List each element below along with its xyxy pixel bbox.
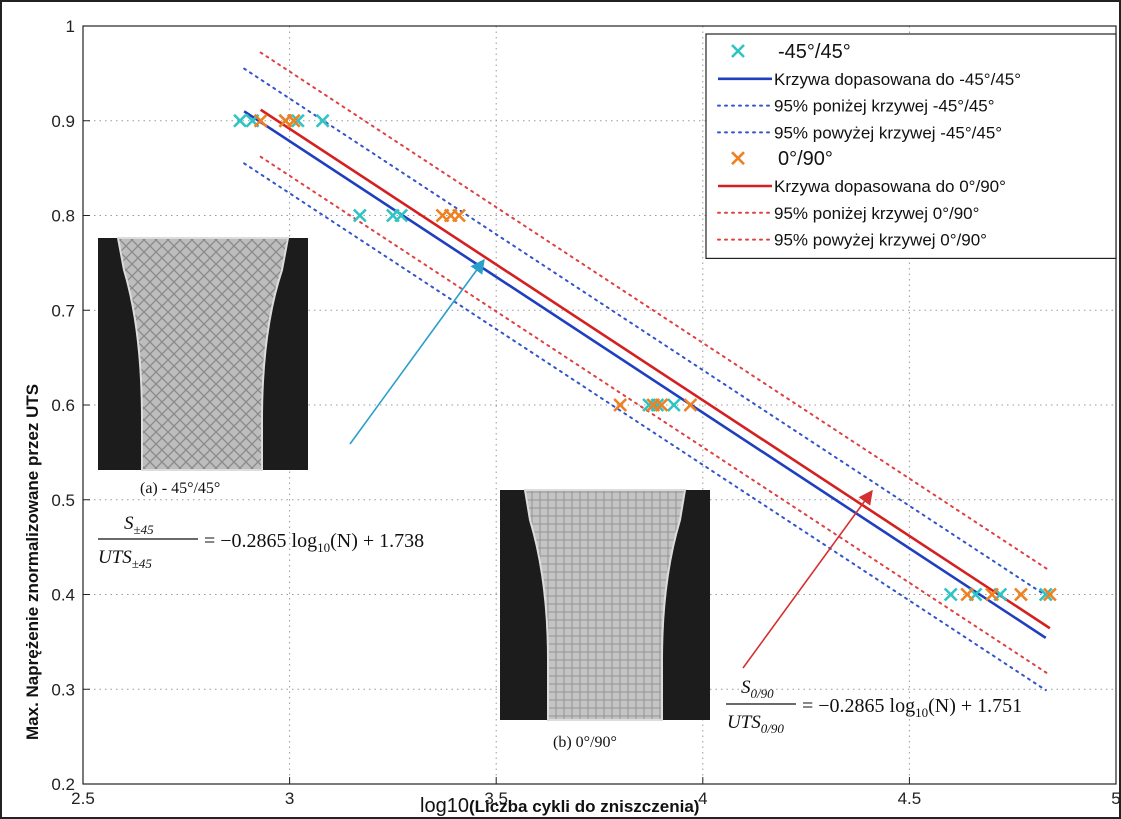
x-tick-label: 2.5 [71, 789, 95, 808]
svg-text:S0/90: S0/90 [741, 677, 774, 701]
legend-entry: 0°/90° [731, 148, 833, 170]
legend-entry: Krzywa dopasowana do 0°/90° [718, 177, 1006, 196]
legend-entry: 95% poniżej krzywej -45°/45° [717, 97, 995, 116]
series-line-5 [259, 108, 1051, 630]
legend-label: 95% powyżej krzywej 0°/90° [774, 231, 987, 250]
legend-label: 0°/90° [778, 148, 833, 170]
inset-image-b [500, 489, 710, 721]
y-tick-label: 0.2 [51, 775, 75, 794]
legend-entry: 95% powyżej krzywej -45°/45° [717, 123, 1002, 142]
data-point-4 [985, 587, 999, 602]
legend-entry: 95% powyżej krzywej 0°/90° [717, 231, 987, 250]
arrow-to-blue-fit [349, 258, 485, 445]
legend-label: 95% poniżej krzywej 0°/90° [774, 204, 979, 223]
legend: -45°/45° Krzywa dopasowana do -45°/45° 95%… [705, 33, 1117, 259]
data-point-4 [286, 113, 301, 128]
x-tick-label: 3.5 [484, 789, 508, 808]
data-point-4 [654, 398, 669, 412]
data-point-0 [290, 113, 305, 128]
legend-marker [731, 44, 745, 58]
legend-entry: Krzywa dopasowana do -45°/45° [718, 70, 1021, 89]
data-point-0 [315, 113, 330, 128]
inset-caption-b: (b) 0°/90° [553, 734, 617, 751]
x-axis-label: log10(Liczba cykli do zniszczenia) [420, 795, 699, 817]
data-point-0 [394, 208, 409, 223]
data-point-4 [253, 113, 268, 128]
y-tick-label: 0.4 [51, 586, 75, 605]
data-point-0 [666, 398, 681, 412]
inset-image-a [98, 237, 308, 471]
y-tick-label: 0.7 [51, 301, 75, 320]
legend-marker [731, 151, 745, 166]
data-point-4 [613, 398, 628, 412]
series-line-1 [243, 110, 1047, 639]
x-tick-label: 5 [1111, 789, 1120, 808]
legend-label: 95% powyżej krzywej -45°/45° [774, 123, 1002, 142]
data-point-0 [1038, 587, 1053, 602]
legend-entry: 95% poniżej krzywej 0°/90° [717, 204, 979, 223]
tick-labels: 2.5 3 3.5 4 4.5 5 0.2 0.3 0.4 0.5 0.6 0.7 0.8 0.9 1 [51, 17, 1120, 808]
svg-text:= −0.2865 log10(N) + 1.738: = −0.2865 log10(N) + 1.738 [204, 530, 424, 555]
legend-label: -45°/45° [778, 41, 851, 63]
data-point-4 [960, 587, 975, 602]
x-tick-label: 4.5 [898, 789, 922, 808]
grid [82, 25, 1117, 785]
x-tick-label: 4 [698, 789, 707, 808]
legend-box [705, 33, 1117, 259]
legend-label: Krzywa dopasowana do -45°/45° [774, 70, 1021, 89]
data-point-0 [943, 587, 958, 602]
legend-label: Krzywa dopasowana do 0°/90° [774, 177, 1006, 196]
plot-border [82, 25, 1117, 785]
equation-a: S±45 UTS±45 = −0.2865 log10(N) + 1.738 [98, 513, 424, 571]
equation-b: S0/90 UTS0/90 = −0.2865 log10(N) + 1.751 [726, 677, 1022, 736]
data-point-0 [233, 113, 247, 128]
y-tick-label: 1 [66, 17, 75, 36]
data-point-0 [650, 398, 665, 412]
legend-label: 95% poniżej krzywej -45°/45° [774, 97, 995, 116]
y-tick-label: 0.9 [51, 112, 75, 131]
series-line-2 [243, 162, 1047, 692]
data-point-4 [1042, 587, 1057, 602]
inset-caption-a: (a) - 45°/45° [140, 480, 220, 497]
svg-text:UTS0/90: UTS0/90 [727, 712, 784, 736]
data-point-4 [452, 208, 466, 223]
series-line-6 [259, 155, 1051, 677]
y-axis-label: Max. Naprężenie znormalizowane przez UTS [23, 384, 42, 740]
data-point-4 [1014, 587, 1028, 602]
svg-text:UTS±45: UTS±45 [98, 547, 152, 571]
y-tick-label: 0.5 [51, 491, 75, 510]
y-tick-label: 0.8 [51, 207, 75, 226]
svg-text:S±45: S±45 [124, 513, 154, 537]
legend-entry: -45°/45° [731, 41, 851, 63]
x-tick-label: 3 [285, 789, 294, 808]
fit-lines [243, 51, 1051, 692]
series-line-3 [243, 67, 1047, 597]
data-point-4 [683, 398, 698, 412]
series-line-7 [259, 51, 1051, 572]
svg-text:= −0.2865 log10(N) + 1.751: = −0.2865 log10(N) + 1.751 [802, 695, 1022, 720]
arrow-to-red-fit [742, 489, 873, 669]
data-points [233, 113, 1057, 602]
y-tick-label: 0.6 [51, 396, 75, 415]
y-tick-label: 0.3 [51, 680, 75, 699]
data-point-0 [352, 208, 367, 223]
